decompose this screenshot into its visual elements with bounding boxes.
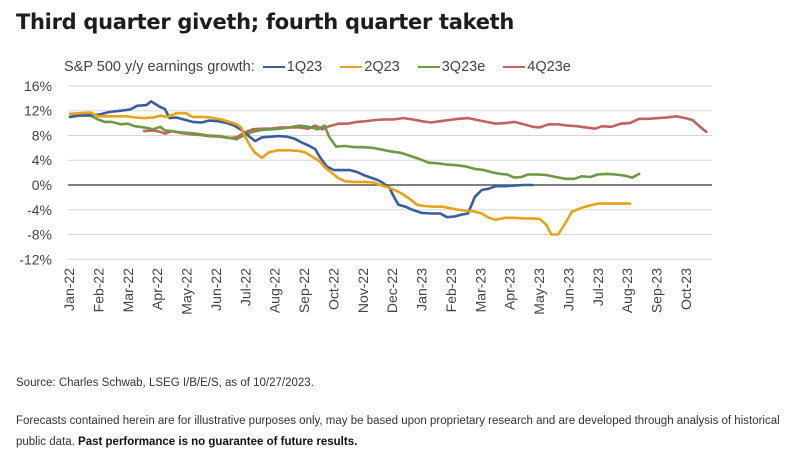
gridlines bbox=[68, 85, 712, 260]
x-tick-label: Apr-23 bbox=[502, 268, 518, 310]
x-tick-label: Feb-22 bbox=[90, 268, 106, 313]
x-tick-label: Jan-22 bbox=[61, 268, 77, 311]
y-tick-label: -12% bbox=[19, 251, 52, 267]
legend-item-1q23: 1Q23 bbox=[262, 59, 323, 75]
legend-item-3q23e: 3Q23e bbox=[417, 59, 486, 75]
x-tick-label: Aug-22 bbox=[267, 268, 283, 313]
x-tick-label: Sep-22 bbox=[296, 268, 312, 313]
disclaimer: Forecasts contained herein are for illus… bbox=[16, 411, 786, 453]
y-axis-ticks: 16% 12% 8% 4% 0% -4% -8% -12% bbox=[19, 78, 52, 267]
legend-item-4q23e: 4Q23e bbox=[503, 59, 571, 75]
legend-label: 2Q23 bbox=[364, 59, 400, 75]
legend-label: 4Q23e bbox=[527, 59, 571, 75]
x-tick-label: Apr-22 bbox=[149, 268, 165, 310]
line-chart: 16% 12% 8% 4% 0% -4% -8% -12% Jan-22 Feb-22 Mar-2… bbox=[19, 78, 712, 315]
x-tick-label: Jul-22 bbox=[237, 268, 253, 306]
legend-swatch bbox=[417, 65, 440, 69]
y-tick-label: 4% bbox=[32, 152, 52, 168]
x-tick-label: Jan-23 bbox=[414, 268, 430, 311]
x-tick-label: Feb-23 bbox=[443, 268, 459, 313]
x-tick-label: Jun-23 bbox=[560, 268, 576, 311]
series-line-2q23 bbox=[68, 111, 632, 236]
chart-title: Third quarter giveth; fourth quarter tak… bbox=[16, 10, 515, 34]
x-tick-label: Jul-23 bbox=[590, 268, 606, 306]
x-tick-label: May-23 bbox=[531, 268, 547, 315]
source-note: Source: Charles Schwab, LSEG I/B/E/S, as… bbox=[16, 377, 314, 389]
legend-item-2q23: 2Q23 bbox=[340, 59, 400, 75]
x-tick-label: May-22 bbox=[179, 268, 195, 315]
x-tick-label: Mar-23 bbox=[472, 268, 488, 313]
y-tick-label: -4% bbox=[27, 202, 52, 218]
x-tick-label: Sep-23 bbox=[649, 268, 665, 313]
y-tick-label: 12% bbox=[24, 103, 52, 119]
series-line-1q23 bbox=[68, 100, 534, 219]
x-axis-ticks: Jan-22 Feb-22 Mar-22 Apr-22 May-22 Jun-22 Jul-… bbox=[61, 268, 694, 315]
y-tick-label: 16% bbox=[24, 78, 52, 94]
series-line-3q23e bbox=[68, 114, 641, 181]
x-tick-label: Oct-23 bbox=[678, 268, 694, 310]
x-tick-label: Aug-23 bbox=[619, 268, 635, 313]
disclaimer-text: Forecasts contained herein are for illus… bbox=[16, 415, 780, 448]
y-tick-label: 8% bbox=[32, 127, 52, 143]
x-tick-label: Dec-22 bbox=[384, 268, 400, 313]
y-tick-label: 0% bbox=[32, 177, 52, 193]
x-tick-label: Nov-22 bbox=[355, 268, 371, 313]
legend-swatch bbox=[503, 65, 526, 69]
y-tick-label: -8% bbox=[27, 227, 52, 243]
x-tick-label: Mar-22 bbox=[120, 268, 136, 313]
legend-lead: S&P 500 y/y earnings growth: bbox=[64, 59, 255, 75]
disclaimer-bold: Past performance is no guarantee of futu… bbox=[78, 436, 358, 448]
legend-label: 3Q23e bbox=[441, 59, 486, 75]
series-line-4q23e bbox=[142, 115, 708, 140]
x-tick-label: Jun-22 bbox=[208, 268, 224, 311]
series-lines bbox=[68, 100, 708, 236]
x-tick-label: Oct-22 bbox=[325, 268, 341, 310]
legend-swatch bbox=[340, 65, 363, 69]
legend-label: 1Q23 bbox=[286, 59, 323, 75]
legend-swatch bbox=[262, 65, 285, 69]
legend: S&P 500 y/y earnings growth: 1Q23 2Q23 3… bbox=[64, 59, 589, 75]
